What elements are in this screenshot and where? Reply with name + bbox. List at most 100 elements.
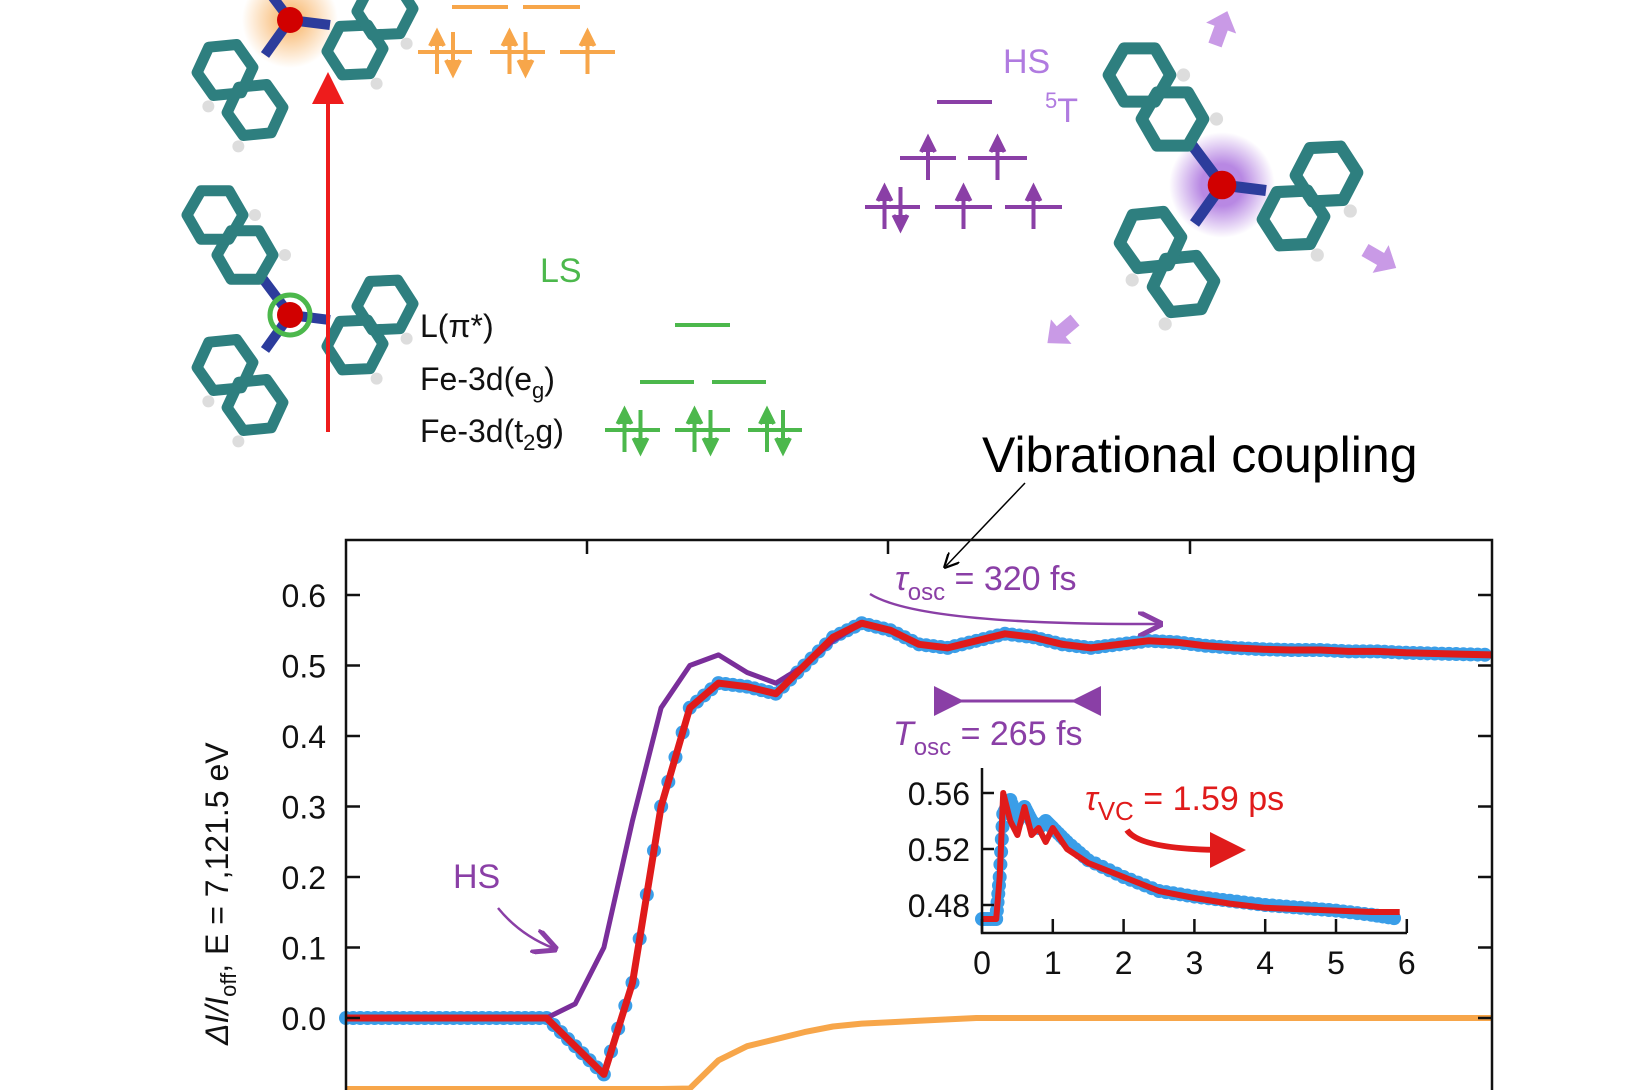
y-tick-label: 0.3 (282, 790, 326, 826)
level-label-t2g: Fe-3d(t2g) (420, 413, 564, 455)
pyridine-ring (1256, 184, 1331, 252)
y-axis-label: ΔI/Ioff, E = 7,121.5 eV (199, 742, 241, 1046)
inset-x-tick-label: 0 (973, 945, 991, 981)
iron-atom (277, 302, 303, 328)
pyridine-ring (181, 185, 249, 245)
vibrational-coupling-label: Vibrational coupling (982, 427, 1418, 483)
electron-spin-arrow-icon (875, 182, 894, 229)
molecule-hs-icon (1102, 42, 1364, 331)
electron-spin-arrow-icon (685, 405, 704, 452)
hydrogen-atom (1343, 204, 1357, 218)
electron-spin-arrow-icon (615, 405, 634, 452)
pyridine-ring (1113, 205, 1188, 275)
hydrogen-atom (232, 140, 245, 153)
hydrogen-atom (202, 100, 215, 113)
hydrogen-atom (370, 77, 383, 90)
level-label-eg: Fe-3d(eg) (420, 361, 555, 403)
inset-x-tick-label: 4 (1256, 945, 1274, 981)
plot-area (339, 616, 1493, 1090)
pyridine-ring (211, 225, 279, 285)
electron-spin-arrow-icon (444, 32, 462, 79)
inset-x-tick-label: 2 (1115, 945, 1133, 981)
y-tick-label: 0.0 (282, 1001, 326, 1037)
hydrogen-atom (1209, 112, 1224, 126)
electron-spin-arrow-icon (954, 182, 973, 229)
iron-atom (277, 7, 303, 33)
inset-x-tick-label: 6 (1398, 945, 1416, 981)
hydrogen-atom (1158, 317, 1172, 331)
hydrogen-atom (370, 372, 383, 385)
pyridine-ring (191, 39, 259, 101)
hydrogen-atom (232, 435, 245, 448)
vibration-arrow-icon (1047, 314, 1080, 344)
hydrogen-atom (1125, 273, 1139, 287)
hydrogen-atom (400, 332, 413, 345)
hydrogen-atom (249, 209, 261, 221)
electron-spin-arrow-icon (500, 27, 519, 74)
molecule-illustrations (181, 0, 1397, 448)
electron-spin-arrow-icon (428, 27, 446, 74)
hs-curve-pointer (497, 907, 553, 948)
inset-y-tick-label: 0.56 (908, 776, 970, 812)
pyridine-ring (191, 334, 259, 396)
series-line-fit (346, 619, 1493, 1078)
iron-atom (1207, 170, 1237, 200)
electron-spin-arrow-icon (578, 27, 597, 74)
y-tick-label: 0.4 (282, 719, 326, 755)
vibration-arrow-icon (1206, 11, 1237, 48)
pyridine-ring (1146, 249, 1221, 319)
t-osc-label: Tosc = 265 fs (893, 715, 1083, 761)
pyridine-ring (1289, 140, 1364, 208)
y-tick-label: 0.1 (282, 931, 326, 967)
y-tick-label: 0.6 (282, 578, 326, 614)
energy-level-diagrams (418, 5, 1062, 457)
inset-fit-line (982, 790, 1400, 922)
vibration-arrow-icon (1361, 243, 1397, 273)
pyridine-ring (221, 79, 289, 141)
inset-y-tick-label: 0.52 (908, 832, 970, 868)
molecule-excited-icon (191, 0, 419, 153)
hydrogen-atom (279, 249, 291, 261)
electron-spin-arrow-icon (1024, 182, 1043, 229)
tau-osc-label: τosc = 320 fs (895, 560, 1076, 606)
electron-spin-arrow-icon (774, 410, 792, 457)
hs-term-label: 5T (1045, 88, 1078, 130)
inset-x-tick-label: 5 (1327, 945, 1345, 981)
pyridine-ring (351, 274, 419, 336)
series-line-excited (346, 1015, 1492, 1090)
hydrogen-atom (202, 395, 215, 408)
pyridine-ring (1135, 86, 1210, 152)
pyridine-ring (1102, 42, 1177, 108)
inset-y-tick-label: 0.48 (908, 888, 970, 924)
tau-vc-label: τVC = 1.59 ps (1085, 780, 1284, 826)
inset-x-tick-label: 1 (1044, 945, 1062, 981)
pyridine-ring (321, 314, 389, 376)
y-tick-label: 0.5 (282, 649, 326, 685)
vibrational-coupling-pointer (946, 482, 1026, 566)
y-tick-label: 0.2 (282, 860, 326, 896)
tau-osc-arrow (869, 592, 1158, 624)
hs-label: HS (1003, 43, 1050, 81)
plot-frame (344, 538, 1494, 1090)
hydrogen-atom (400, 37, 413, 50)
inset-x-tick-label: 3 (1186, 945, 1204, 981)
tau-vc-arrow (1124, 828, 1246, 868)
inset-chart: 0 1 2 3 4 5 6 0.48 0.52 0.56 (908, 768, 1416, 981)
pyridine-ring (351, 0, 419, 41)
hydrogen-atom (1310, 248, 1324, 262)
ls-ring (267, 292, 313, 338)
level-label-l-pi: L(π*) (420, 308, 494, 344)
molecule-ls-icon (181, 185, 419, 448)
electron-spin-arrow-icon (516, 32, 535, 79)
pyridine-ring (221, 374, 289, 436)
electron-spin-arrow-icon (891, 187, 910, 234)
series-line-hs (346, 620, 1493, 1021)
electron-spin-arrow-icon (631, 410, 650, 457)
electron-spin-arrow-icon (919, 133, 937, 180)
hydrogen-atom (1176, 68, 1191, 82)
hs-curve-label: HS (453, 858, 500, 896)
electron-spin-arrow-icon (988, 133, 1007, 180)
electron-spin-arrow-icon (758, 405, 776, 452)
